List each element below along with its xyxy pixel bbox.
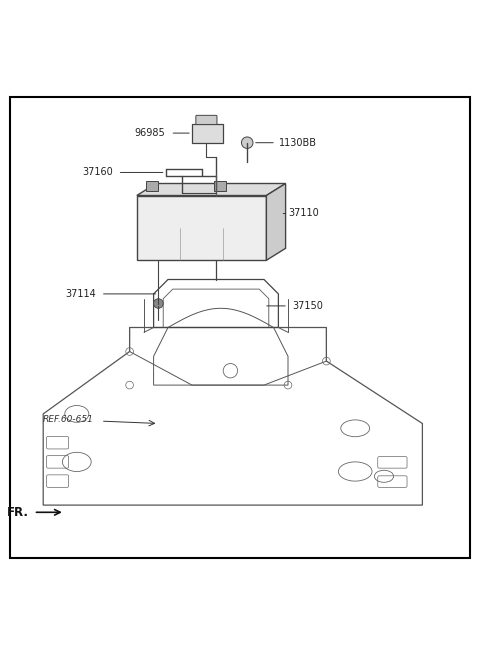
Text: 37150: 37150 xyxy=(293,301,324,311)
Polygon shape xyxy=(266,183,286,260)
Text: 96985: 96985 xyxy=(135,128,166,138)
Text: FR.: FR. xyxy=(7,506,29,519)
Text: 37110: 37110 xyxy=(288,208,319,219)
Circle shape xyxy=(154,299,163,309)
Circle shape xyxy=(241,137,253,149)
Text: 1130BB: 1130BB xyxy=(279,138,317,147)
FancyBboxPatch shape xyxy=(196,115,217,124)
Bar xyxy=(192,124,223,143)
Text: 37114: 37114 xyxy=(65,289,96,299)
Bar xyxy=(137,195,266,260)
Text: 37160: 37160 xyxy=(82,168,113,178)
Text: REF.60-651: REF.60-651 xyxy=(43,415,94,424)
Bar xyxy=(214,181,226,191)
Bar xyxy=(146,181,158,191)
Polygon shape xyxy=(137,183,286,195)
